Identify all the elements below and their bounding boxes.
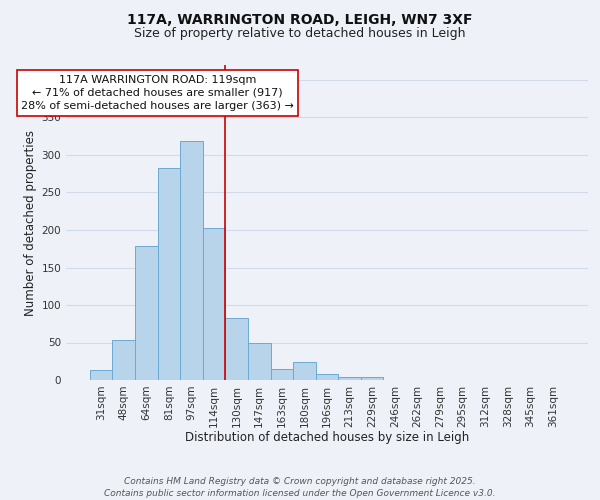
- Bar: [361, 377, 383, 380]
- Bar: [248, 342, 271, 380]
- Text: 117A WARRINGTON ROAD: 119sqm
← 71% of detached houses are smaller (917)
28% of s: 117A WARRINGTON ROAD: 119sqm ← 71% of de…: [21, 74, 294, 111]
- Y-axis label: Number of detached properties: Number of detached properties: [24, 130, 37, 316]
- Bar: [338, 377, 361, 380]
- Bar: [158, 168, 180, 380]
- Bar: [316, 374, 338, 380]
- Text: Contains HM Land Registry data © Crown copyright and database right 2025.
Contai: Contains HM Land Registry data © Crown c…: [104, 476, 496, 498]
- Bar: [271, 369, 293, 380]
- Bar: [112, 340, 135, 380]
- Text: Size of property relative to detached houses in Leigh: Size of property relative to detached ho…: [134, 28, 466, 40]
- Bar: [180, 142, 203, 380]
- Bar: [226, 318, 248, 380]
- Bar: [135, 246, 158, 380]
- X-axis label: Distribution of detached houses by size in Leigh: Distribution of detached houses by size …: [185, 431, 469, 444]
- Bar: [90, 370, 112, 380]
- Bar: [203, 228, 226, 380]
- Text: 117A, WARRINGTON ROAD, LEIGH, WN7 3XF: 117A, WARRINGTON ROAD, LEIGH, WN7 3XF: [127, 12, 473, 26]
- Bar: [293, 362, 316, 380]
